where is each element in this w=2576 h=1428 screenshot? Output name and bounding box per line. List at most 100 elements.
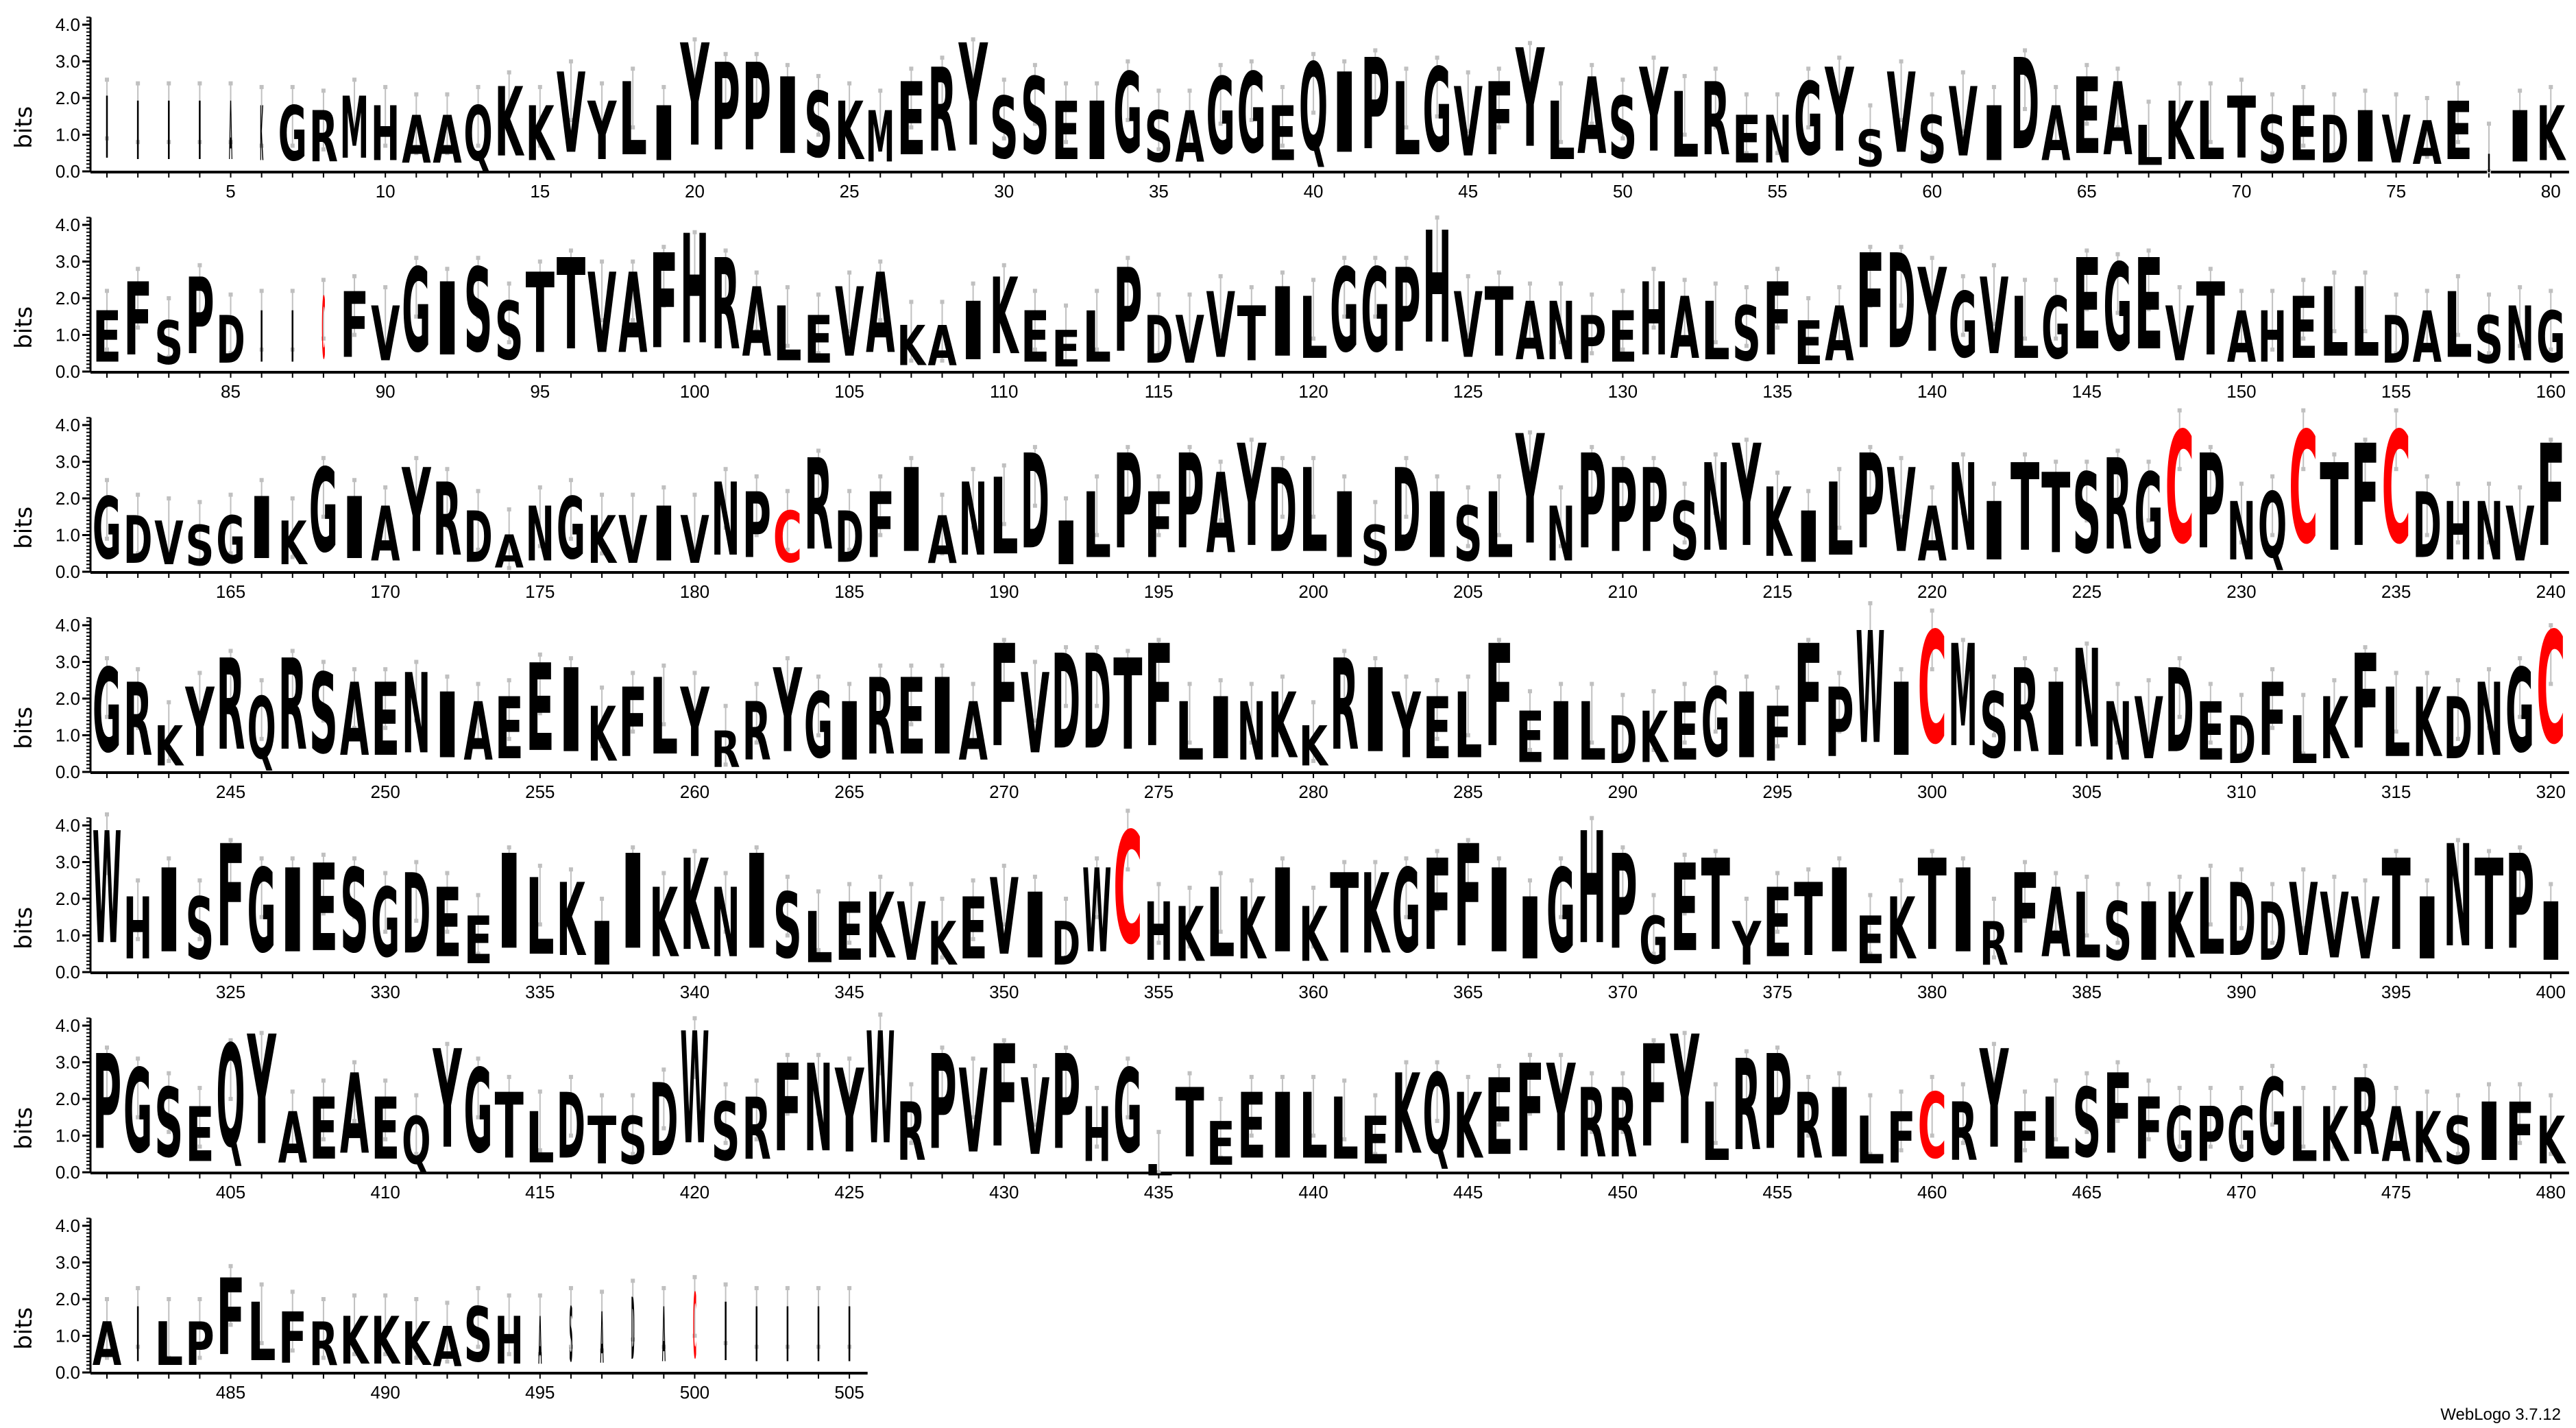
error-bar-cap	[754, 740, 759, 745]
error-bar-cap	[692, 230, 697, 234]
logo-letter-373: T	[1701, 832, 1730, 979]
logo-letter-460: C	[1917, 1074, 1947, 1179]
error-bar-cap	[2208, 740, 2213, 745]
error-bar-cap	[167, 555, 171, 559]
error-bar-cap	[2208, 140, 2213, 145]
error-bar-cap	[940, 663, 945, 668]
error-bar-cap	[321, 278, 326, 282]
error-bar-cap	[2518, 1141, 2523, 1146]
y-tick-label: 0.0	[56, 161, 80, 182]
y-tick-label: 1.0	[56, 1126, 80, 1146]
error-bar-cap	[661, 663, 666, 668]
error-bar-cap	[1095, 856, 1099, 861]
logo-letter-115: D	[1144, 302, 1174, 378]
logo-letter-424: N	[803, 1038, 833, 1179]
error-bar-cap	[445, 267, 450, 271]
logo-letter-341: N	[711, 867, 740, 979]
error-bar-cap	[1126, 1056, 1130, 1061]
error-bar-cap	[2023, 656, 2028, 661]
logo-letter-56: G	[1794, 61, 1823, 178]
error-bar-cap	[971, 96, 975, 100]
error-bar-cap	[909, 300, 914, 304]
error-bar-cap	[1960, 452, 1965, 457]
error-bar-cap	[1496, 915, 1501, 919]
logo-letter-61: V	[1948, 66, 1978, 178]
x-tick-label: 350	[989, 982, 1019, 1002]
error-bar-cap	[352, 856, 357, 861]
error-bar-cap	[1342, 533, 1347, 537]
error-bar-cap	[1466, 485, 1470, 489]
logo-letter-201: I	[1330, 473, 1359, 579]
logo-letter-387: I	[2134, 885, 2163, 979]
logo-letter-121: G	[1330, 243, 1359, 378]
error-bar-cap	[816, 1285, 821, 1290]
error-bar-cap	[1126, 314, 1130, 319]
logo-letter-485: F	[216, 1256, 245, 1379]
error-bar-cap	[1620, 751, 1625, 756]
logo-letter-155: D	[2381, 302, 2411, 378]
error-bar-cap	[1590, 445, 1594, 450]
error-bar-cap	[1775, 871, 1780, 875]
logo-letter-31: S	[1020, 55, 1049, 178]
x-tick-label: 160	[2536, 381, 2566, 402]
error-bar-cap	[2487, 121, 2492, 126]
error-bar-cap	[2487, 1141, 2492, 1146]
error-bar-cap	[1466, 129, 1470, 134]
error-bar-cap	[1527, 430, 1532, 435]
x-tick-label: 290	[1608, 782, 1638, 802]
error-bar-cap	[105, 1104, 109, 1109]
error-bar-cap	[2425, 96, 2429, 100]
error-bar-cap	[2023, 48, 2028, 53]
error-bar-cap	[568, 1074, 573, 1079]
error-bar-cap	[1868, 503, 1873, 508]
error-bar-cap	[568, 656, 573, 661]
error-bar-cap	[878, 533, 883, 537]
error-bar-cap	[321, 456, 326, 461]
error-bar-cap	[167, 1130, 171, 1135]
x-tick-label: 465	[2072, 1182, 2102, 1202]
error-bar-cap	[445, 674, 450, 679]
x-tick-label: 135	[1762, 381, 1792, 402]
logo-letter-185: D	[835, 496, 864, 579]
error-bar-cap	[1435, 908, 1439, 912]
logo-letter-478: I	[2474, 1085, 2504, 1179]
error-bar-cap	[1032, 659, 1037, 664]
error-bar-cap	[1435, 1119, 1439, 1124]
logo-letter-103: L	[773, 290, 802, 378]
error-bar-cap	[2054, 278, 2058, 282]
error-bar-cap	[1001, 638, 1006, 642]
logo-letter-229: P	[2196, 426, 2226, 579]
error-bar-cap	[1496, 1063, 1501, 1068]
error-bar-cap	[816, 947, 821, 952]
logo-letter-356: K	[1175, 891, 1204, 979]
error-bar-cap	[1713, 125, 1718, 130]
error-bar-cap	[1590, 874, 1594, 879]
error-bar-cap	[1435, 533, 1439, 537]
error-bar-cap	[1744, 437, 1749, 442]
error-bar-cap	[1001, 263, 1006, 267]
error-bar-cap	[197, 729, 202, 734]
error-bar-cap	[1126, 503, 1130, 508]
logo-letter-84: P	[185, 255, 215, 378]
logo-letter-6: K	[260, 90, 264, 178]
logo-letter-484: P	[185, 1309, 215, 1379]
logo-letter-20: Y	[680, 14, 709, 178]
error-bar-cap	[383, 1352, 388, 1357]
error-bar-cap	[1960, 129, 1965, 134]
logo-letter-324: S	[185, 879, 215, 979]
logo-letter-439: I	[1267, 1074, 1298, 1179]
y-tick-label: 2.0	[56, 1089, 80, 1109]
error-bar-cap	[2239, 925, 2244, 930]
logo-letter-5: A	[229, 84, 233, 178]
y-tick-label: 2.0	[56, 488, 80, 509]
error-bar-cap	[537, 544, 542, 548]
logo-letter-114: P	[1113, 243, 1143, 378]
error-bar-cap	[259, 915, 264, 919]
error-bar-cap	[661, 1126, 666, 1130]
x-tick-label: 80	[2541, 181, 2561, 202]
error-bar-cap	[1187, 88, 1192, 93]
error-bar-cap	[352, 725, 357, 730]
logo-letter-492: A	[433, 1314, 462, 1379]
logo-letter-183: C	[773, 496, 803, 579]
error-bar-cap	[2270, 474, 2275, 479]
